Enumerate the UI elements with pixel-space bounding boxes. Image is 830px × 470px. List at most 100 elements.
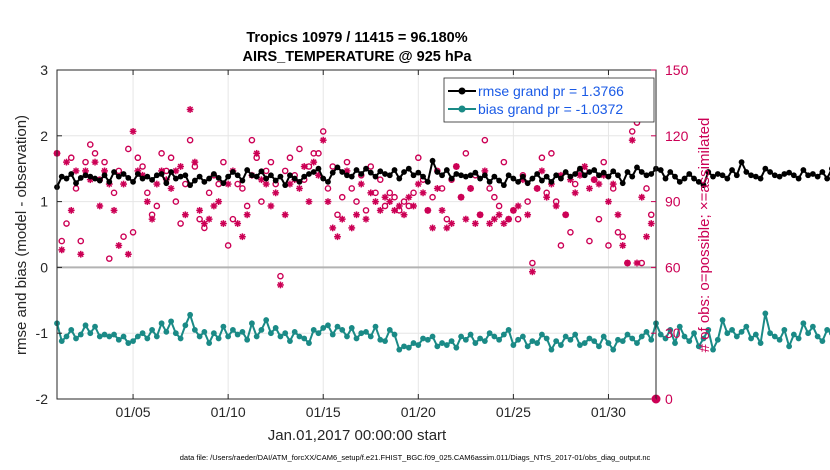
bias-point [776, 336, 783, 343]
bias-point [443, 342, 450, 348]
assimilated-stroke [543, 194, 550, 201]
possible-obs-point [153, 202, 161, 210]
rmse-point [577, 165, 583, 172]
possible-obs-point [324, 185, 332, 192]
assimilated-obs-point [219, 220, 227, 227]
bias-point [795, 335, 802, 342]
rmse-point [344, 172, 350, 179]
bias-point [77, 331, 84, 338]
possible-obs-point [158, 150, 165, 157]
rmse-point [287, 172, 293, 179]
rmse-point [329, 169, 336, 176]
possible-obs-point [101, 158, 108, 166]
bias-point [348, 325, 355, 331]
assimilated-stroke [595, 181, 602, 188]
assimilated-obs-point [552, 202, 560, 210]
legend-bias-label: bias grand pr = -1.0372 [478, 101, 623, 117]
assimilated-stroke [439, 207, 446, 214]
rmse-point [382, 171, 388, 177]
rmse-point [596, 172, 602, 179]
assimilated-stroke [120, 181, 127, 188]
rmse-point [130, 178, 136, 185]
assimilated-stroke [296, 185, 303, 192]
rmse-point [139, 175, 146, 182]
possible-obs-point [167, 154, 175, 162]
bias-point [291, 328, 298, 335]
assimilated-stroke [92, 159, 99, 166]
assimilated-stroke [367, 189, 374, 196]
bias-point [458, 333, 464, 340]
bias-point [767, 330, 773, 337]
bias-point [600, 333, 607, 340]
assimilated-obs-point [362, 215, 370, 223]
bias-point [191, 327, 198, 333]
assimilated-stroke [605, 198, 612, 205]
assimilated-stroke [144, 198, 151, 205]
possible-obs-point [91, 150, 99, 157]
assimilated-stroke [481, 167, 488, 174]
rmse-point [415, 169, 422, 176]
rmse-point [92, 175, 98, 182]
y-right-tick-label: 120 [665, 128, 689, 144]
rmse-point [771, 172, 778, 179]
rmse-point [401, 169, 407, 175]
possible-obs-point [600, 158, 608, 166]
rmse-point [748, 172, 754, 179]
bias-point [691, 330, 697, 337]
bias-point [258, 327, 265, 333]
assimilated-stroke [534, 185, 541, 192]
assimilated-stroke [73, 167, 79, 174]
assimilated-obs-point [153, 180, 161, 188]
possible-obs-point [229, 215, 237, 223]
assimilated-obs-point [533, 185, 541, 192]
rmse-point [348, 173, 355, 180]
assimilated-stroke [415, 181, 422, 188]
assimilated-obs-point [77, 250, 85, 258]
assimilated-stroke [329, 224, 336, 231]
bias-point [781, 327, 788, 333]
possible-obs-point [234, 180, 241, 188]
rmse-point [182, 172, 189, 179]
rmse-point [619, 180, 626, 187]
assimilated-stroke [591, 176, 598, 183]
assimilated-stroke [172, 167, 179, 174]
assimilated-obs-point [619, 242, 627, 249]
rmse-point [776, 173, 783, 180]
bias-point [325, 322, 331, 329]
possible-obs-point [628, 128, 636, 135]
assimilated-stroke [619, 242, 626, 249]
possible-obs-point [120, 233, 127, 240]
bias-point [244, 336, 251, 343]
bias-point [481, 338, 488, 344]
rmse-point [448, 175, 455, 182]
assimilated-stroke [458, 194, 465, 201]
bias-point [429, 333, 436, 340]
bias-point [809, 323, 816, 330]
possible-obs-point [443, 215, 451, 223]
assimilated-stroke [453, 163, 460, 170]
rmse-point [638, 169, 645, 175]
rmse-point [339, 169, 346, 175]
assimilated-obs-point [67, 206, 75, 214]
assimilated-obs-point [200, 220, 208, 227]
assimilated-obs-point [457, 193, 465, 201]
chart-subtitle: AIRS_TEMPERATURE @ 925 hPa [242, 49, 472, 65]
assimilated-stroke [206, 216, 213, 223]
rmse-point [263, 175, 270, 182]
possible-obs-point [67, 154, 75, 162]
bias-point [634, 340, 640, 346]
rmse-point [738, 159, 745, 166]
rmse-point [667, 169, 674, 175]
rmse-point [686, 171, 693, 177]
x-tick-label: 01/25 [496, 404, 531, 420]
rmse-point [695, 178, 702, 185]
assimilated-obs-point [234, 220, 242, 227]
bias-point [163, 328, 170, 335]
rmse-point [539, 177, 545, 184]
assimilated-obs-point [58, 246, 66, 254]
rmse-point [306, 171, 312, 177]
assimilated-stroke [225, 181, 232, 188]
rmse-point [120, 171, 127, 177]
assimilated-obs-point [376, 206, 384, 214]
bias-point [320, 325, 327, 331]
